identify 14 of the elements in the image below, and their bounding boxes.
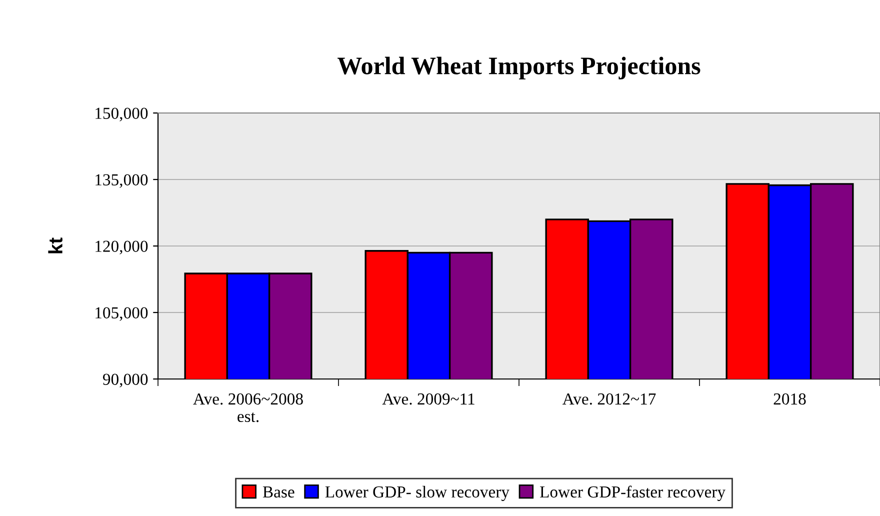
y-axis-title: kt [48, 238, 62, 254]
legend-label: Lower GDP-faster recovery [540, 486, 726, 501]
y-tick-label: 135,000 [96, 174, 148, 188]
y-tick-label: 150,000 [96, 108, 148, 122]
x-tick-label: 2018 [774, 393, 806, 405]
legend-label: Base [262, 486, 294, 498]
y-tick-label: 90,000 [102, 374, 148, 388]
y-tick-label: 105,000 [96, 307, 148, 321]
chart-title: World Wheat Imports Projections [338, 56, 700, 80]
legend-label: Lower GDP- slow recovery [325, 486, 510, 501]
y-tick-label: 120,000 [96, 240, 148, 254]
x-tick-label: Ave. 2012~17 [562, 393, 656, 405]
x-tick-label: Ave. 2009~11 [382, 393, 474, 405]
x-tick-label: Ave. 2006~2008 est. [193, 393, 303, 422]
